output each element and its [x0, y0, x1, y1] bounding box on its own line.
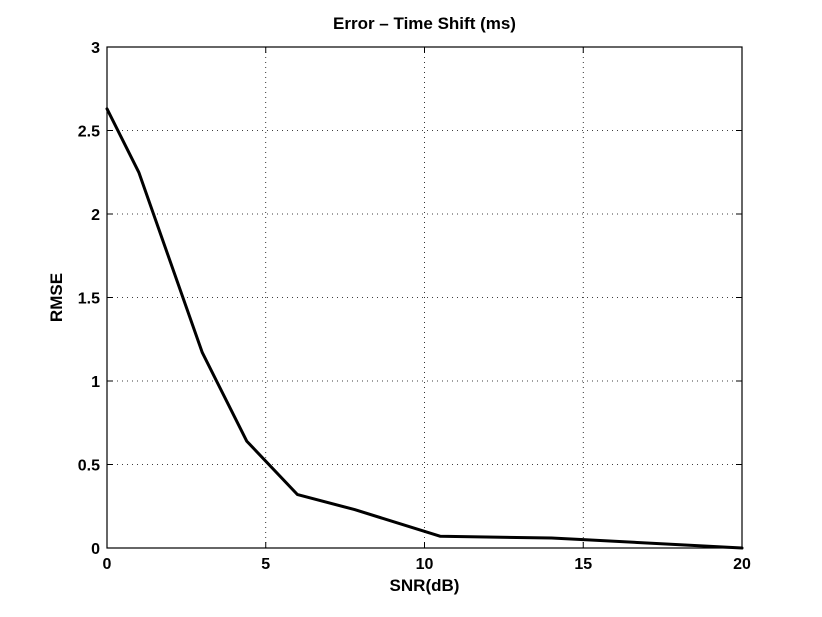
x-axis-label: SNR(dB)	[390, 576, 460, 595]
y-tick-label: 3	[91, 40, 100, 57]
y-tick-label: 1	[91, 374, 100, 391]
y-tick-label: 0	[91, 541, 100, 558]
series-layer	[105, 107, 744, 550]
grid	[107, 47, 742, 548]
y-tick-label: 0.5	[78, 458, 100, 475]
x-tick-label: 20	[733, 556, 751, 573]
y-tick-label: 1.5	[78, 291, 100, 308]
x-tick-label: 15	[574, 556, 592, 573]
x-tick-label: 5	[261, 556, 270, 573]
chart-title: Error – Time Shift (ms)	[333, 14, 516, 33]
y-tick-label: 2	[91, 207, 100, 224]
y-tick-label: 2.5	[78, 124, 100, 141]
x-tick-label: 0	[103, 556, 112, 573]
series-line	[105, 107, 744, 550]
x-tick-label: 10	[416, 556, 434, 573]
ticks: 0 5 10 15 20 0 0.5 1 1.5 2 2.5 3	[78, 40, 751, 573]
y-axis-label: RMSE	[47, 273, 66, 322]
